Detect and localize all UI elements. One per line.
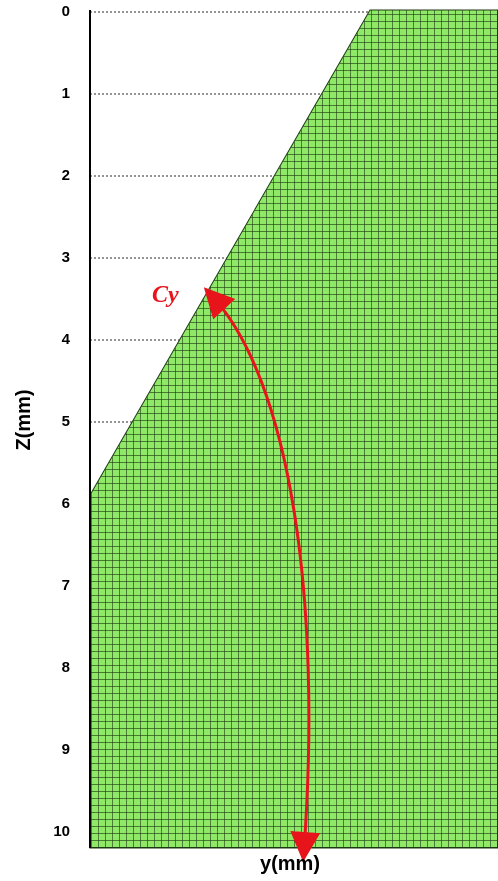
y-tick-label: 0 bbox=[62, 3, 70, 20]
y-tick-label: 5 bbox=[62, 413, 70, 430]
x-axis-label: y(mm) bbox=[260, 853, 320, 875]
y-tick-label: 7 bbox=[62, 577, 70, 594]
arc-arrow bbox=[203, 287, 321, 862]
y-axis-label: Z(mm) bbox=[13, 389, 35, 450]
y-tick-label: 10 bbox=[53, 823, 70, 840]
y-tick-label: 8 bbox=[62, 659, 70, 676]
y-tick-label: 1 bbox=[62, 85, 70, 102]
y-tick-label: 6 bbox=[62, 495, 70, 512]
y-tick-label: 9 bbox=[62, 741, 70, 758]
y-tick-label: 3 bbox=[62, 249, 70, 266]
annotation: Cy bbox=[152, 282, 179, 308]
y-tick-label: 4 bbox=[62, 331, 71, 348]
y-tick-label: 2 bbox=[62, 167, 70, 184]
mesh bbox=[89, 9, 498, 849]
